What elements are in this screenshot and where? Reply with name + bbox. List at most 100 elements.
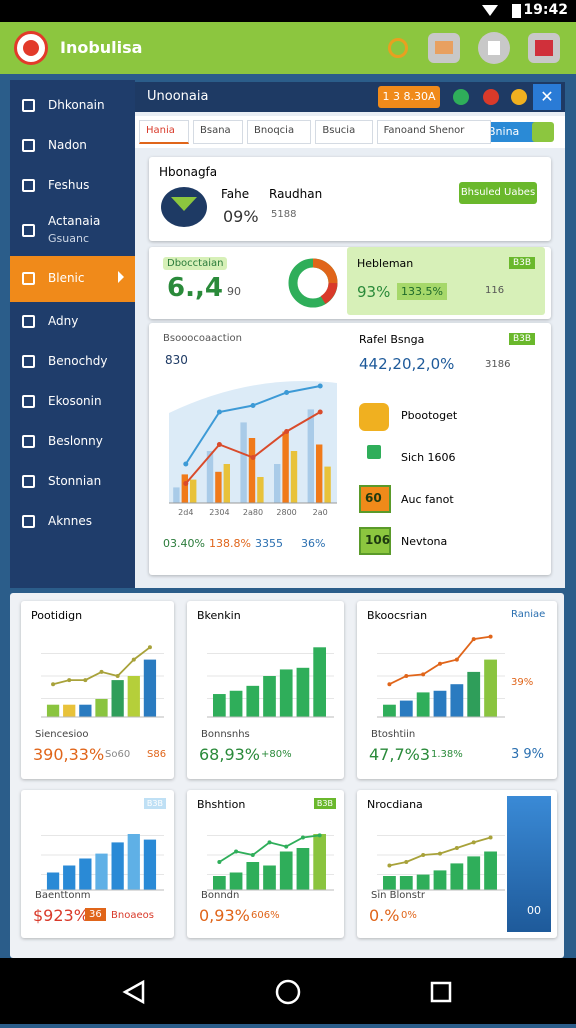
bar xyxy=(246,685,260,717)
settings-icon[interactable] xyxy=(388,38,408,58)
card-extra: 1.38% xyxy=(431,749,463,760)
sidebar-label[interactable]: Feshus xyxy=(48,178,90,192)
panel-header: Unoonaia 1 3 8.30A ✕ xyxy=(135,82,565,112)
tab-label[interactable]: Bsucia xyxy=(322,125,356,136)
card-badge: 36 xyxy=(85,908,106,921)
bar xyxy=(263,676,276,717)
kpi-value: 6.,4 xyxy=(167,273,223,303)
sidebar-label[interactable]: Benochdy xyxy=(48,354,108,368)
line-point xyxy=(131,657,136,662)
card-value: 47,7%3 xyxy=(369,745,431,764)
nav-icons xyxy=(122,979,452,1005)
folder-icon[interactable] xyxy=(528,33,560,63)
sidebar-arrow xyxy=(118,271,124,283)
card-side: 3 9% xyxy=(511,747,545,762)
tab-label[interactable]: Bsana xyxy=(200,125,231,136)
image-icon[interactable] xyxy=(428,33,460,63)
sidebar-label[interactable]: Blenic xyxy=(48,271,85,285)
sidebar-label[interactable]: Adny xyxy=(48,314,79,328)
tab[interactable] xyxy=(376,120,492,144)
card-title: Pootidign xyxy=(31,609,83,622)
sidebar-icon xyxy=(22,272,35,285)
bar xyxy=(213,876,226,890)
side-value: 442,20,2,0% xyxy=(359,355,455,373)
kpi-right-sub: 116 xyxy=(485,285,505,296)
card-extra: Bnoaeos xyxy=(111,910,154,921)
panel-badge[interactable]: 1 3 8.30A xyxy=(378,86,440,108)
bar xyxy=(313,647,326,717)
x-tick-label: 2a0 xyxy=(313,508,328,517)
bar xyxy=(296,848,310,890)
tab[interactable] xyxy=(193,120,243,144)
line-point xyxy=(284,429,290,434)
recent-button[interactable] xyxy=(430,981,452,1003)
line-point xyxy=(387,682,392,687)
line-point xyxy=(471,840,476,845)
bar xyxy=(399,700,413,717)
kpi-right-tag: B3B xyxy=(509,257,536,269)
sidebar-label[interactable]: Beslonny xyxy=(48,434,103,448)
back-button[interactable] xyxy=(122,979,145,1005)
tab-label[interactable]: Bnoqcia xyxy=(254,125,295,136)
sidebar-icon xyxy=(22,475,35,488)
sidebar-label[interactable]: Nadon xyxy=(48,138,87,152)
sidebar-active[interactable] xyxy=(10,256,135,302)
line-point xyxy=(183,481,189,486)
bar xyxy=(467,671,481,717)
x-tick-label: 2d4 xyxy=(178,508,193,517)
line-point xyxy=(438,661,442,666)
green-icon[interactable] xyxy=(453,89,469,105)
x-tick-label: 2304 xyxy=(209,508,229,517)
mini-chart xyxy=(207,647,334,718)
card-extra: So60 xyxy=(105,749,131,760)
bar xyxy=(215,471,222,503)
tab[interactable] xyxy=(139,120,189,144)
sidebar-label[interactable]: Aknnes xyxy=(48,514,93,528)
close-button[interactable]: ✕ xyxy=(533,84,561,110)
summary-value-b: 5188 xyxy=(271,209,297,220)
mini-chart xyxy=(377,835,505,891)
summary-button[interactable]: Bhsuled Uabes xyxy=(459,182,537,204)
bar xyxy=(79,704,92,717)
tab-action[interactable]: Bnina xyxy=(480,122,548,142)
line-point xyxy=(51,682,56,687)
sidebar-label[interactable]: Stonnian xyxy=(48,474,102,488)
sidebar-label[interactable]: Dhkonain xyxy=(48,98,105,112)
card-value: 390,33% xyxy=(33,745,105,764)
tab[interactable] xyxy=(315,120,373,144)
bar xyxy=(324,466,331,503)
bar xyxy=(450,863,464,890)
card-title: Nrocdiana xyxy=(367,798,423,811)
smile-icon[interactable] xyxy=(511,89,527,105)
side-item[interactable]: Auc fanot xyxy=(401,493,454,506)
bar xyxy=(190,479,197,503)
line-point xyxy=(317,833,322,838)
footer-value: 138.8% xyxy=(209,537,251,550)
doc-icon[interactable] xyxy=(478,32,510,64)
line-point xyxy=(421,672,426,677)
side-item[interactable]: Sich 1606 xyxy=(401,451,456,464)
tab-label[interactable]: Fanoand Shenor xyxy=(383,125,465,136)
tab[interactable] xyxy=(247,120,312,144)
sidebar-icon xyxy=(22,395,35,408)
heart-icon[interactable] xyxy=(483,89,499,105)
sidebar-label[interactable]: Ekosonin xyxy=(48,394,102,408)
bar xyxy=(248,438,256,503)
bar xyxy=(263,865,276,890)
tab-action-icon[interactable] xyxy=(532,122,554,142)
bar xyxy=(223,464,230,503)
bar xyxy=(416,692,430,717)
bar xyxy=(467,856,481,890)
line-point xyxy=(421,853,426,857)
tab-label[interactable]: Hania xyxy=(146,125,175,136)
side-item[interactable]: Nevtona xyxy=(401,535,448,548)
side-item[interactable]: Pbootoget xyxy=(401,409,458,422)
app-bar: Inobulisa xyxy=(0,22,576,74)
bar xyxy=(46,872,60,890)
line-point xyxy=(387,863,392,868)
card-caption: Baenttonm xyxy=(35,890,91,901)
app-logo[interactable] xyxy=(14,31,48,65)
sidebar-label[interactable]: Actanaia xyxy=(48,214,101,228)
sidebar-icon xyxy=(22,99,35,112)
home-button[interactable] xyxy=(275,979,301,1005)
